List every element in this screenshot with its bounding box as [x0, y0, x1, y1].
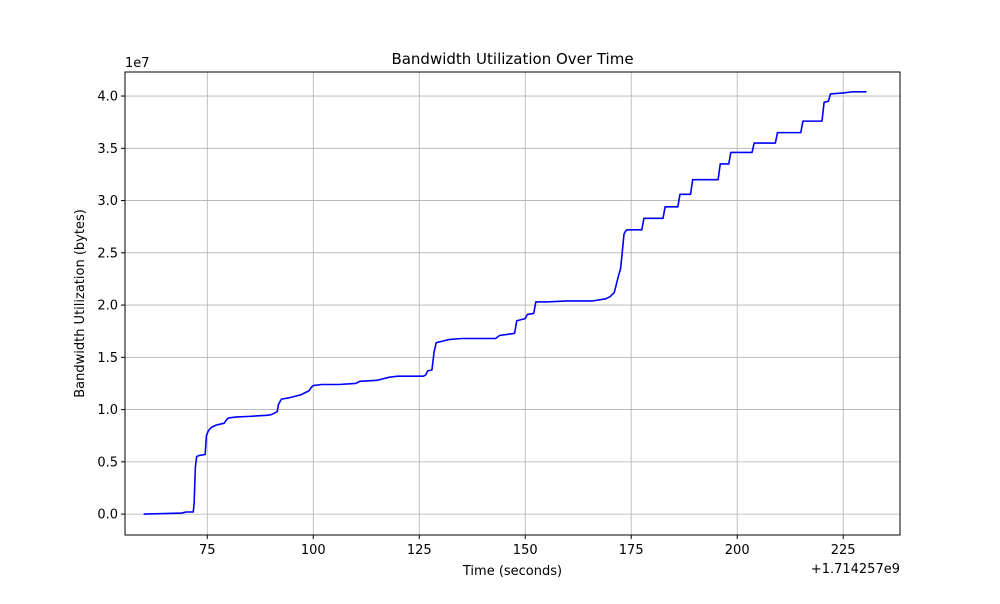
series-layer — [143, 91, 867, 515]
x-tick-label: 75 — [199, 543, 216, 558]
y-tick-label: 4.0 — [97, 90, 118, 105]
grid-lines — [125, 72, 900, 535]
x-axis-ticks: 75 100 125 150 175 200 225 — [199, 535, 856, 558]
y-tick-label: 3.5 — [97, 142, 118, 157]
plot-area-frame — [124, 71, 901, 536]
x-tick-label: 150 — [513, 543, 538, 558]
y-axis-label: Bandwidth Utilization (bytes) — [73, 209, 88, 398]
x-axis-offset-label: +1.714257e9 — [811, 562, 900, 577]
y-axis-ticks: 0.0 0.5 1.0 1.5 2.0 2.5 3.0 3.5 4.0 — [97, 90, 125, 523]
y-tick-label: 1.0 — [97, 403, 118, 418]
x-axis-label: Time (seconds) — [462, 564, 562, 579]
y-tick-label: 0.5 — [97, 455, 118, 470]
x-tick-label: 100 — [301, 543, 326, 558]
x-tick-label: 225 — [831, 543, 856, 558]
y-tick-label: 0.0 — [97, 508, 118, 523]
x-tick-label: 175 — [619, 543, 644, 558]
y-tick-label: 1.5 — [97, 351, 118, 366]
y-tick-label: 2.5 — [97, 246, 118, 261]
y-tick-label: 2.0 — [97, 299, 118, 314]
x-tick-label: 200 — [725, 543, 750, 558]
y-axis-scale-label: 1e7 — [125, 56, 150, 71]
y-tick-label: 3.0 — [97, 194, 118, 209]
x-tick-label: 125 — [407, 543, 432, 558]
chart-title: Bandwidth Utilization Over Time — [391, 50, 633, 68]
series-line — [143, 91, 867, 515]
